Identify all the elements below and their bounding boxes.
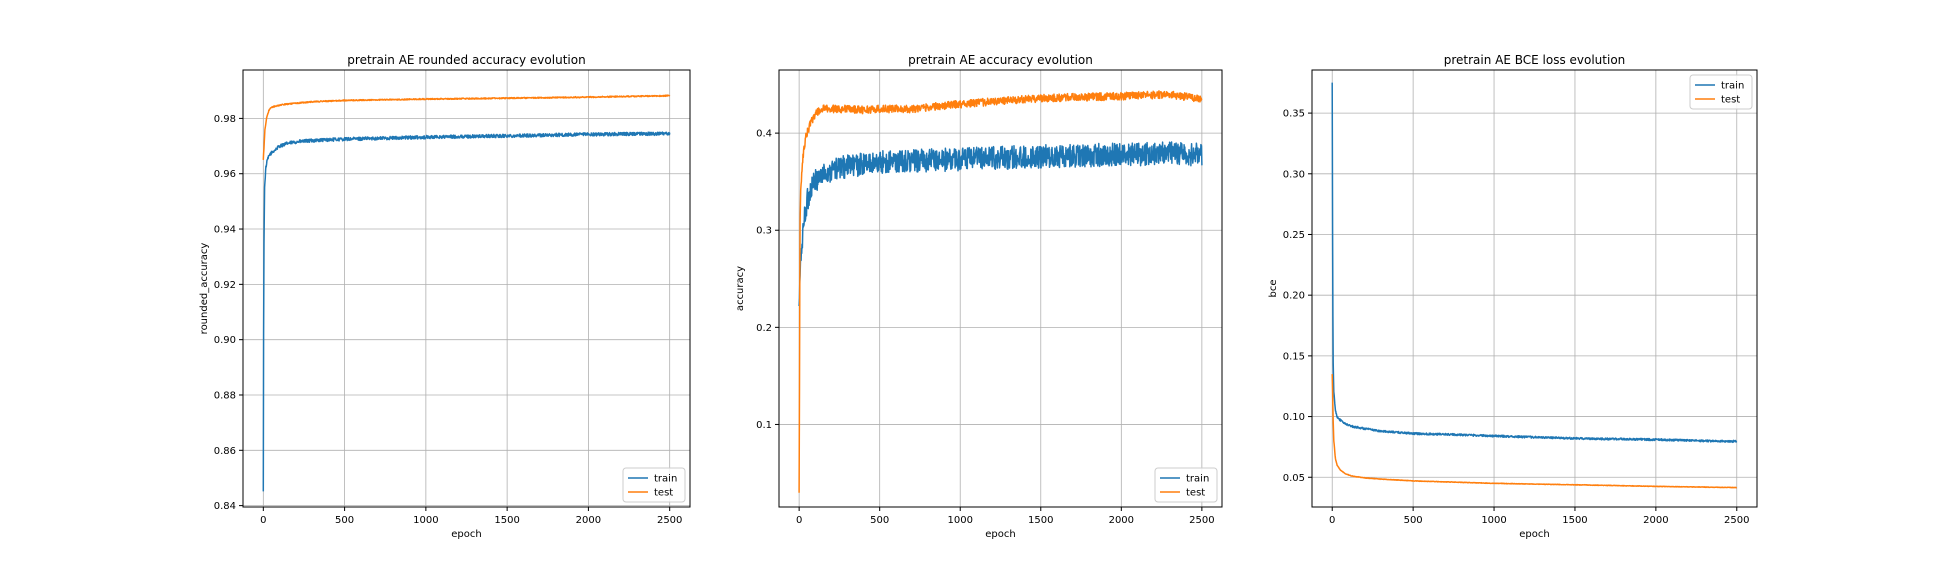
- y-axis-label: accuracy: [735, 266, 746, 311]
- y-tick-label: 0.2: [756, 323, 772, 334]
- y-tick-label: 0.15: [1283, 351, 1305, 362]
- y-tick-label: 0.96: [214, 169, 236, 180]
- y-tick-label: 0.98: [214, 114, 236, 125]
- chart-panel-accuracy: 0 500 1000 1500 2000 2500 0.1 0.2 0.3 0.4 pretrai…: [735, 53, 1223, 540]
- y-tick-label: 0.30: [1283, 169, 1305, 180]
- x-tick-label: 500: [870, 515, 889, 526]
- y-tick-label: 0.20: [1283, 291, 1305, 302]
- y-tick-label: 0.25: [1283, 230, 1305, 241]
- chart-title: pretrain AE rounded accuracy evolution: [347, 53, 585, 67]
- chart-title: pretrain AE BCE loss evolution: [1444, 53, 1626, 67]
- y-tick-label: 0.35: [1283, 109, 1305, 120]
- plot-frame: [1311, 69, 1758, 508]
- plot-frame: [242, 69, 691, 508]
- series-line-test: [262, 94, 671, 160]
- y-tick-label: 0.90: [214, 335, 236, 346]
- x-tick-label: 500: [1404, 515, 1423, 526]
- y-tick-label: 0.84: [214, 501, 236, 512]
- series-line-train: [262, 131, 671, 492]
- legend-label-train: train: [1186, 474, 1209, 485]
- x-tick-label: 1000: [948, 515, 973, 526]
- x-tick-label: 1000: [413, 515, 438, 526]
- x-tick-label: 2000: [1643, 515, 1668, 526]
- x-tick-label: 500: [335, 515, 354, 526]
- chart-panel-bce-loss: 0 500 1000 1500 2000 2500 0.05 0.10 0.15 0.20 0.25…: [1268, 53, 1758, 540]
- series-line-test: [798, 90, 1203, 493]
- chart-title: pretrain AE accuracy evolution: [908, 53, 1093, 67]
- x-axis-label: epoch: [451, 529, 481, 540]
- legend-label-test: test: [654, 488, 673, 499]
- y-tick-label: 0.86: [214, 446, 236, 457]
- legend-label-train: train: [1721, 81, 1744, 92]
- chart-panel-rounded-accuracy: 0 500 1000 1500 2000 2500 0.84 0.86 0.88 0.90 0.92…: [199, 53, 691, 540]
- y-tick-label: 0.92: [214, 280, 236, 291]
- legend: train test: [622, 467, 686, 503]
- legend-box: [1689, 74, 1753, 110]
- legend-label-test: test: [1721, 95, 1740, 106]
- x-tick-label: 0: [796, 515, 802, 526]
- y-tick-label: 0.1: [756, 420, 772, 431]
- x-tick-label: 1000: [1481, 515, 1506, 526]
- x-tick-label: 2500: [1189, 515, 1214, 526]
- series-line-train: [798, 141, 1203, 307]
- x-tick-label: 2000: [576, 515, 601, 526]
- x-tick-label: 2500: [657, 515, 682, 526]
- x-tick-label: 1500: [1562, 515, 1587, 526]
- y-axis-label: rounded_accuracy: [199, 243, 210, 335]
- x-tick-label: 0: [1329, 515, 1335, 526]
- legend: train test: [1154, 467, 1218, 503]
- x-axis-label: epoch: [1519, 529, 1549, 540]
- y-tick-label: 0.94: [214, 225, 236, 236]
- legend-box: [622, 467, 686, 503]
- legend-label-train: train: [654, 474, 677, 485]
- x-tick-label: 2000: [1109, 515, 1134, 526]
- y-tick-label: 0.88: [214, 390, 236, 401]
- legend: train test: [1689, 74, 1753, 110]
- plot-frame: [778, 69, 1223, 508]
- x-tick-label: 2500: [1724, 515, 1749, 526]
- y-tick-label: 0.3: [756, 226, 772, 237]
- legend-label-test: test: [1186, 488, 1205, 499]
- y-tick-label: 0.10: [1283, 412, 1305, 423]
- y-axis-label: bce: [1268, 280, 1279, 298]
- x-tick-label: 1500: [494, 515, 519, 526]
- legend-box: [1154, 467, 1218, 503]
- y-tick-label: 0.4: [756, 129, 772, 140]
- x-tick-label: 1500: [1028, 515, 1053, 526]
- x-axis-label: epoch: [985, 529, 1015, 540]
- series-line-test: [1331, 374, 1738, 489]
- series-line-train: [1331, 82, 1738, 444]
- x-tick-label: 0: [260, 515, 266, 526]
- y-tick-label: 0.05: [1283, 473, 1305, 484]
